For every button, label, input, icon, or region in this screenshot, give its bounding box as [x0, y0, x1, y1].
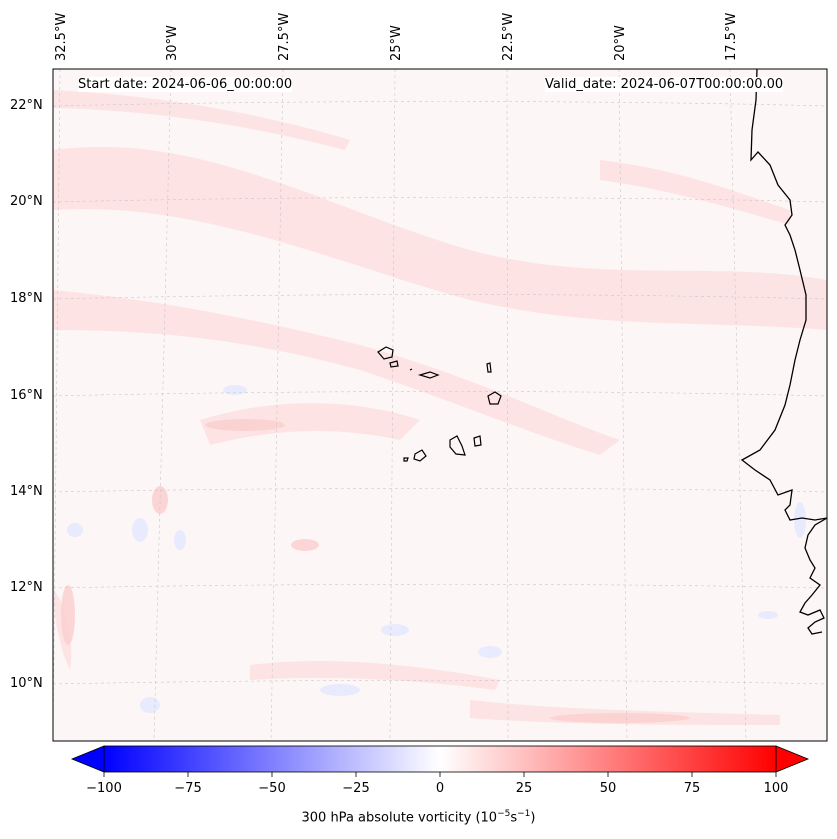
lat-label-22n: 22°N: [10, 98, 43, 113]
cb-tick-label: −50: [258, 781, 286, 796]
lat-label-14n: 14°N: [10, 484, 43, 499]
cb-tick-label: 25: [515, 781, 533, 796]
lon-label-25w: 25°W: [389, 25, 404, 61]
cb-tick-label: −100: [86, 781, 122, 796]
lat-label-10n: 10°N: [10, 676, 43, 691]
lon-label-17.5w: 17.5°W: [724, 12, 739, 61]
vorticity-field: [53, 69, 827, 741]
lat-label-20n: 20°N: [10, 194, 43, 209]
lon-label-22.5w: 22.5°W: [501, 12, 516, 61]
lon-label-20w: 20°W: [613, 25, 628, 61]
colorbar: [70, 745, 810, 777]
lon-label-27.5w: 27.5°W: [277, 12, 292, 61]
cb-tick-label: 0: [435, 781, 445, 796]
cape-verde-islands: [377, 346, 502, 462]
lon-label-32.5w: 32.5°W: [54, 12, 69, 61]
colorbar-high-extension: [775, 745, 810, 773]
cb-tick-label: 100: [763, 781, 789, 796]
cb-tick-label: −75: [174, 781, 202, 796]
colorbar-title: 300 hPa absolute vorticity (10−5s−1): [301, 809, 536, 826]
start-date: Start date: 2024-06-06_00:00:00: [78, 77, 293, 92]
colorbar-low-extension: [70, 745, 105, 773]
cb-tick-label: −25: [342, 781, 370, 796]
lat-label-16n: 16°N: [10, 388, 43, 403]
cb-tick-label: 75: [683, 781, 701, 796]
lat-label-18n: 18°N: [10, 291, 43, 306]
lat-label-12n: 12°N: [10, 580, 43, 595]
map-frame: [52, 68, 828, 742]
cb-tick-label: 50: [599, 781, 617, 796]
africa-coastline: [740, 69, 827, 635]
valid-date: Valid_date: 2024-06-07T00:00:00.00: [545, 77, 784, 92]
lon-label-30w: 30°W: [165, 25, 180, 61]
graticule: [53, 69, 827, 741]
